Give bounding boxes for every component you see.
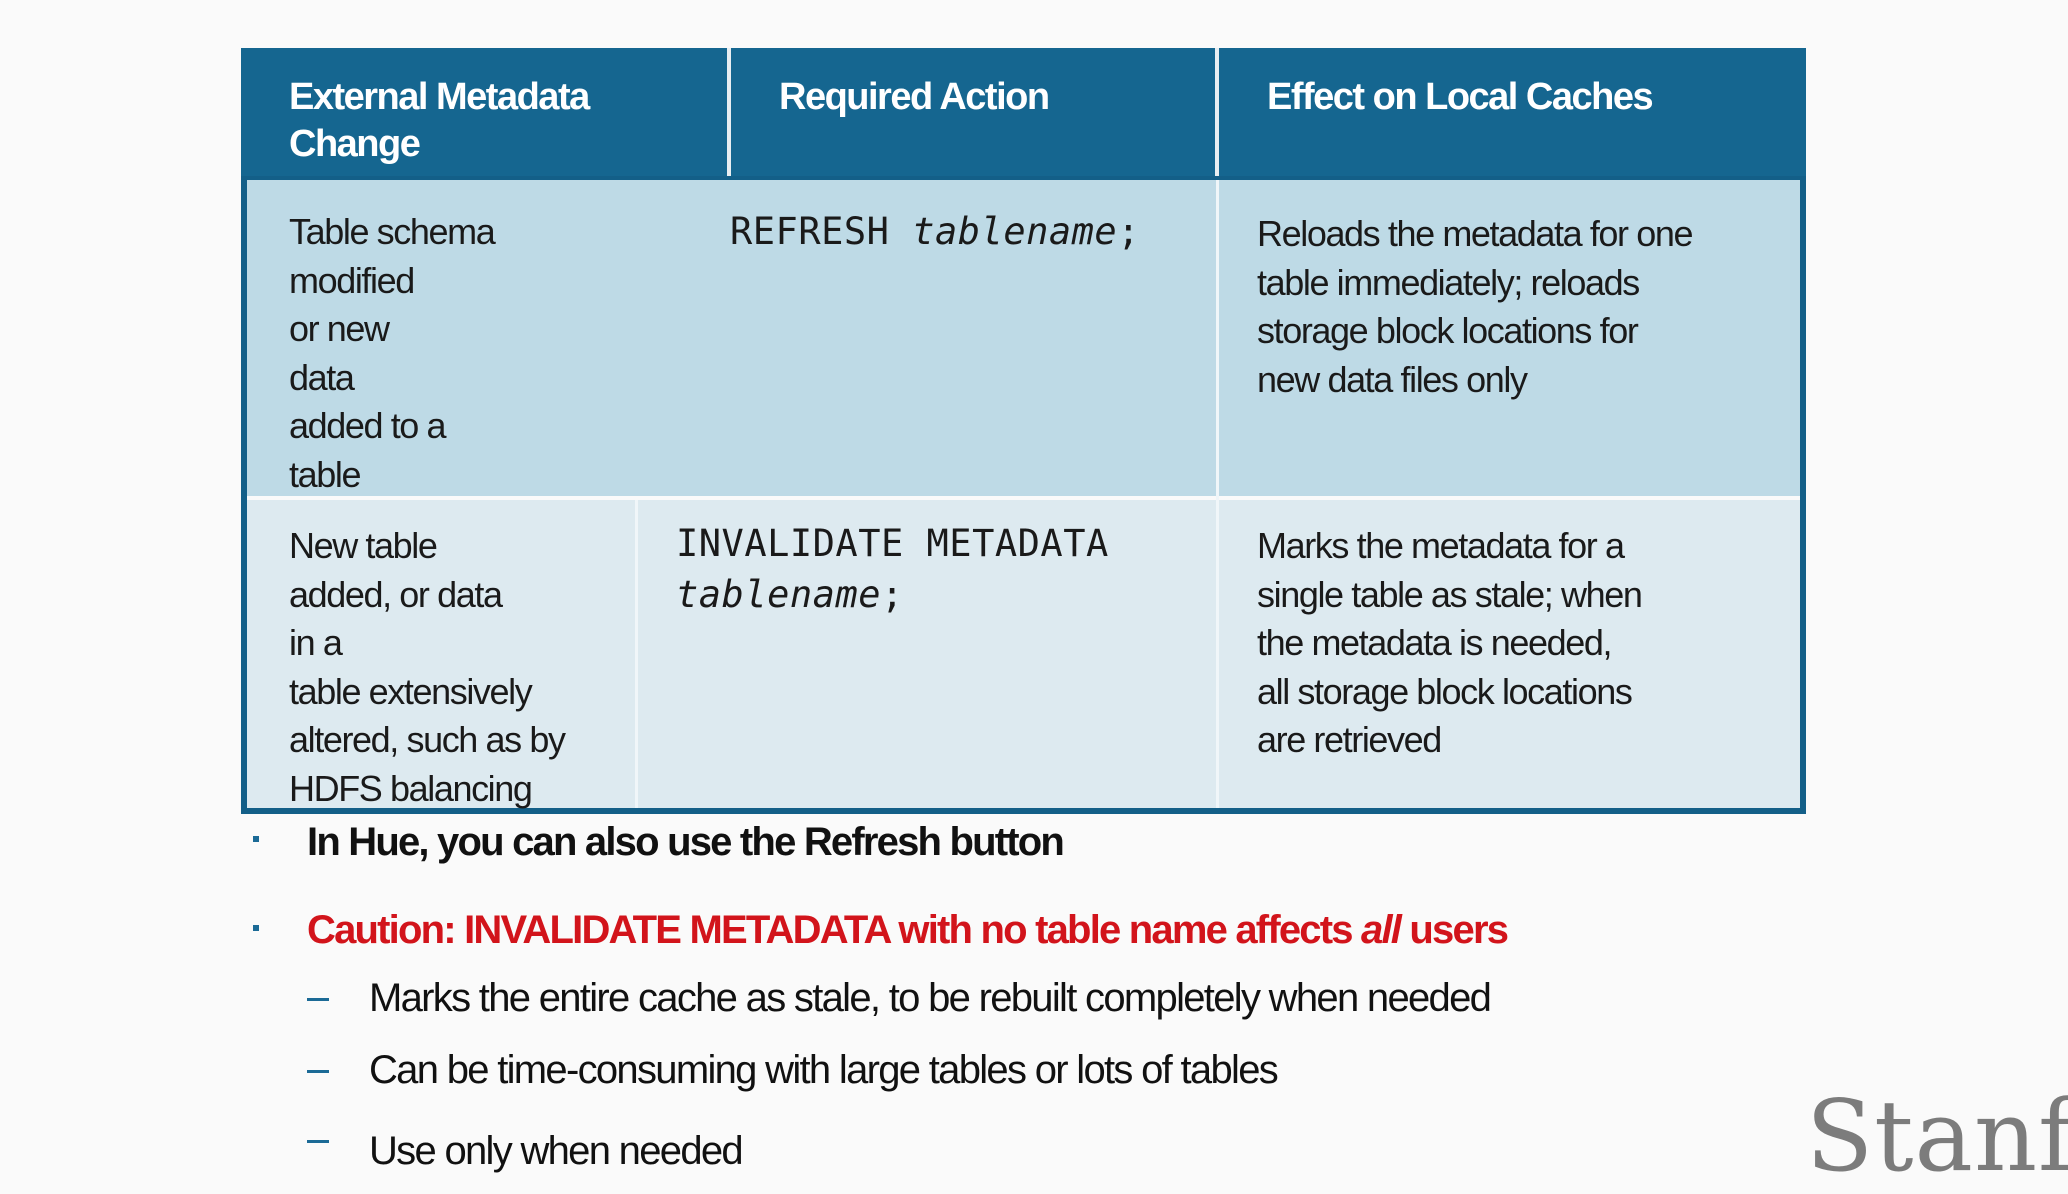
sub-bullet: Marks the entire cache as stale, to be r… xyxy=(369,976,1492,1020)
row2-effect-cell: Marks the metadata for a single table as… xyxy=(1257,525,1643,760)
header-line: Effect on Local Caches xyxy=(1267,76,1654,118)
sub-bullet: Use only when needed xyxy=(369,1129,744,1173)
command-keyword: INVALIDATE METADATA xyxy=(676,522,1109,565)
dash-icon xyxy=(307,998,329,1001)
header-line: Change xyxy=(289,123,421,165)
header-line: Required Action xyxy=(779,76,1050,118)
header-external-metadata-change: External Metadata Change xyxy=(241,48,727,176)
stanford-logo-text: Stanfo xyxy=(1806,1080,2068,1194)
bullet-icon xyxy=(253,836,259,842)
table-row xyxy=(241,180,1806,496)
bullet-icon xyxy=(253,925,259,931)
table-frame xyxy=(241,176,1806,814)
header-line: External Metadata xyxy=(289,76,590,118)
table-row xyxy=(241,500,1806,814)
row1-change-cell: Table schema modified or new data added … xyxy=(289,211,496,495)
column-divider xyxy=(635,500,638,814)
cache-metadata-table: External Metadata Change Required Action… xyxy=(241,48,1806,814)
header-divider xyxy=(1215,48,1219,176)
dash-icon xyxy=(307,1070,329,1073)
row2-action-cell: INVALIDATE METADATA tablename; xyxy=(676,518,1109,620)
header-required-action: Required Action xyxy=(731,48,1215,176)
command-keyword: REFRESH xyxy=(730,210,890,253)
command-param: tablename xyxy=(912,210,1118,253)
column-divider xyxy=(1216,180,1219,814)
bullet-hue-refresh: In Hue, you can also use the Refresh but… xyxy=(307,820,1065,864)
dash-icon xyxy=(307,1140,329,1143)
command-param: tablename xyxy=(676,573,881,616)
sub-bullet: Can be time-consuming with large tables … xyxy=(369,1048,1279,1092)
bullet-caution: Caution: INVALIDATE METADATA with no tab… xyxy=(307,908,1509,952)
row2-change-cell: New table added, or data in a table exte… xyxy=(289,525,566,809)
row1-effect-cell: Reloads the metadata for one table immed… xyxy=(1257,213,1694,400)
row1-action-cell: REFRESH tablename; xyxy=(730,210,1140,253)
header-divider xyxy=(727,48,731,176)
header-effect-on-local-caches: Effect on Local Caches xyxy=(1219,48,1806,176)
